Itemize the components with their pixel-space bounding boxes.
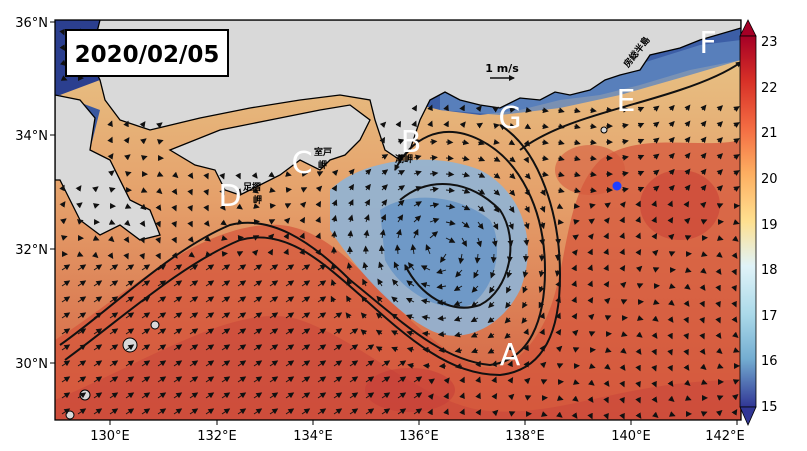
colorbar-tick-label: 20 [761, 172, 778, 187]
current-vector-arrow [558, 222, 563, 223]
colorbar-tick-label: 17 [761, 309, 778, 324]
current-vector-arrow [424, 366, 430, 367]
colorbar: 23 22 21 20 19 18 17 16 15 [740, 20, 778, 425]
y-tick-label: 36°N [15, 16, 48, 31]
current-vector-arrow [381, 246, 382, 254]
colorbar-extend-bottom [740, 407, 756, 425]
date-box: 2020/02/05 [66, 30, 228, 76]
x-tick-label: 136°E [399, 429, 439, 444]
colorbar-tick-label: 16 [761, 354, 778, 369]
colorbar-scale [740, 36, 756, 407]
colorbar-tick-label: 21 [761, 126, 778, 141]
x-tick-label: 142°E [705, 429, 745, 444]
point-label-f: F [699, 26, 716, 61]
y-axis: 36°N 34°N 32°N 30°N [15, 16, 55, 372]
colorbar-tick-label: 15 [761, 400, 778, 415]
colorbar-extend-top [740, 20, 756, 36]
current-vector-arrow [430, 141, 436, 142]
sst-field [55, 20, 741, 420]
point-label-b: B [401, 125, 422, 160]
current-vector-arrow [446, 158, 453, 159]
current-vector-arrow [254, 221, 259, 222]
x-tick-label: 140°E [611, 429, 651, 444]
colorbar-tick-label: 18 [761, 263, 778, 278]
current-vector-arrow [238, 237, 243, 238]
x-tick-label: 130°E [90, 429, 130, 444]
colorbar-ticks: 23 22 21 20 19 18 17 16 15 [761, 35, 778, 415]
y-tick-label: 34°N [15, 129, 48, 144]
x-axis: 130°E 132°E 134°E 136°E 138°E 140°E 142°… [90, 420, 745, 444]
y-tick-label: 30°N [15, 357, 48, 372]
colorbar-tick-label: 23 [761, 35, 778, 50]
current-vector-arrow [222, 253, 227, 254]
current-vector-arrow [439, 334, 446, 335]
point-label-d: D [218, 179, 241, 214]
place-name-ashizuri: 足摺 [243, 181, 261, 193]
current-vector-arrow [446, 174, 453, 175]
x-tick-label: 134°E [293, 429, 333, 444]
colorbar-tick-label: 19 [761, 218, 778, 233]
scale-arrow-label: 1 m/s [485, 62, 519, 75]
place-name-ashizuri: 岬 [253, 194, 262, 206]
point-label-a: A [500, 338, 521, 373]
x-tick-label: 132°E [197, 429, 237, 444]
point-label-e: E [617, 84, 636, 119]
current-vector-arrow [574, 206, 579, 207]
point-label-c: C [292, 146, 313, 181]
current-vector-arrow [493, 254, 494, 262]
place-name-muroto: 室戸 [314, 146, 332, 158]
colorbar-tick-label: 22 [761, 81, 778, 96]
y-tick-label: 32°N [15, 243, 48, 258]
place-name-muroto: 岬 [318, 159, 327, 171]
point-label-g: G [498, 101, 521, 136]
date-label: 2020/02/05 [75, 42, 220, 68]
current-vector-arrow [270, 205, 275, 206]
observation-marker [613, 182, 622, 191]
x-tick-label: 138°E [505, 429, 545, 444]
current-vector-arrow [286, 189, 291, 190]
